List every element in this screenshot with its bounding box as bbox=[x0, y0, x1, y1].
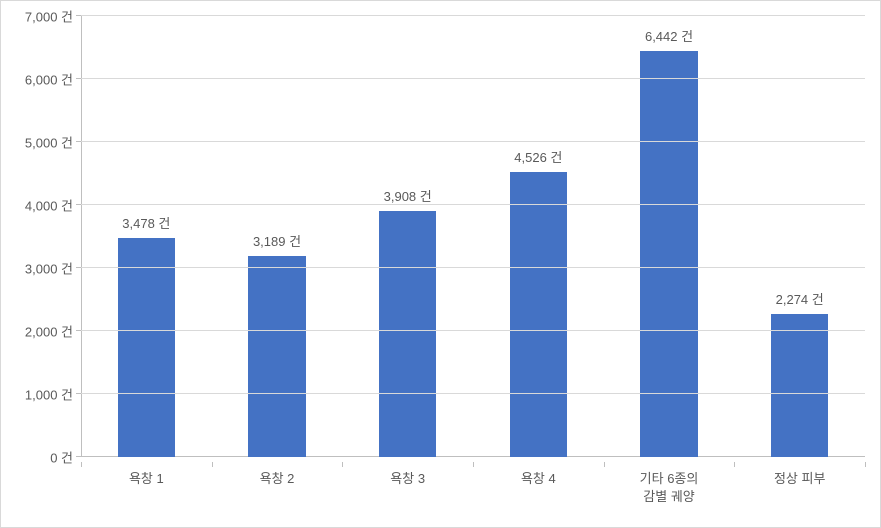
x-tick-mark bbox=[604, 462, 605, 467]
x-tick-mark bbox=[81, 462, 82, 467]
bar-chart: 3,478 건 3,189 건 3,908 건 4,526 건 6,442 건 2,274… bbox=[0, 0, 881, 528]
bar-slot: 4,526 건 bbox=[473, 16, 604, 457]
x-tick-mark bbox=[342, 462, 343, 467]
y-tick-label: 2,000 건 bbox=[25, 322, 73, 341]
y-tick-label: 5,000 건 bbox=[25, 133, 73, 152]
x-tick-mark bbox=[212, 462, 213, 467]
bar-slot: 3,478 건 bbox=[81, 16, 212, 457]
gridline bbox=[81, 15, 865, 16]
y-tick-label: 4,000 건 bbox=[25, 196, 73, 215]
bar-value-label: 2,274 건 bbox=[776, 289, 824, 308]
x-category-label: 욕창 3 bbox=[342, 462, 473, 527]
bar: 2,274 건 bbox=[771, 314, 828, 457]
gridline bbox=[81, 78, 865, 79]
x-category-label: 정상 피부 bbox=[734, 462, 865, 527]
bar-value-label: 6,442 건 bbox=[645, 26, 693, 45]
bars-row: 3,478 건 3,189 건 3,908 건 4,526 건 6,442 건 2,274… bbox=[81, 16, 865, 457]
bar-value-label: 3,478 건 bbox=[122, 213, 170, 232]
y-tick-mark bbox=[76, 78, 81, 79]
bar-slot: 6,442 건 bbox=[604, 16, 735, 457]
y-tick-mark bbox=[76, 456, 81, 457]
x-category-label: 욕창 2 bbox=[212, 462, 343, 527]
x-labels-row: 욕창 1욕창 2욕창 3욕창 4기타 6종의감별 궤양정상 피부 bbox=[81, 462, 865, 527]
plot-area: 3,478 건 3,189 건 3,908 건 4,526 건 6,442 건 2,274… bbox=[81, 16, 865, 457]
gridline bbox=[81, 267, 865, 268]
bar: 3,478 건 bbox=[118, 238, 175, 457]
bar-value-label: 3,189 건 bbox=[253, 231, 301, 250]
bar-value-label: 3,908 건 bbox=[384, 186, 432, 205]
bar: 3,908 건 bbox=[379, 211, 436, 457]
y-tick-mark bbox=[76, 330, 81, 331]
x-tick-mark bbox=[473, 462, 474, 467]
y-tick-label: 6,000 건 bbox=[25, 70, 73, 89]
bar: 3,189 건 bbox=[248, 256, 305, 457]
gridline bbox=[81, 330, 865, 331]
y-tick-mark bbox=[76, 141, 81, 142]
y-tick-label: 7,000 건 bbox=[25, 7, 73, 26]
bar-slot: 3,189 건 bbox=[212, 16, 343, 457]
x-category-label: 기타 6종의감별 궤양 bbox=[604, 462, 735, 527]
y-tick-mark bbox=[76, 267, 81, 268]
x-tick-mark bbox=[865, 462, 866, 467]
y-tick-mark bbox=[76, 204, 81, 205]
bar-value-label: 4,526 건 bbox=[514, 147, 562, 166]
y-tick-mark bbox=[76, 393, 81, 394]
x-category-label: 욕창 1 bbox=[81, 462, 212, 527]
y-tick-label: 1,000 건 bbox=[25, 385, 73, 404]
bar-slot: 2,274 건 bbox=[734, 16, 865, 457]
gridline bbox=[81, 204, 865, 205]
bar-slot: 3,908 건 bbox=[342, 16, 473, 457]
gridline bbox=[81, 141, 865, 142]
y-tick-label: 3,000 건 bbox=[25, 259, 73, 278]
y-tick-mark bbox=[76, 15, 81, 16]
x-category-label: 욕창 4 bbox=[473, 462, 604, 527]
gridline bbox=[81, 393, 865, 394]
x-tick-mark bbox=[734, 462, 735, 467]
bar: 4,526 건 bbox=[510, 172, 567, 457]
y-tick-label: 0 건 bbox=[50, 448, 73, 467]
bar: 6,442 건 bbox=[640, 51, 697, 457]
